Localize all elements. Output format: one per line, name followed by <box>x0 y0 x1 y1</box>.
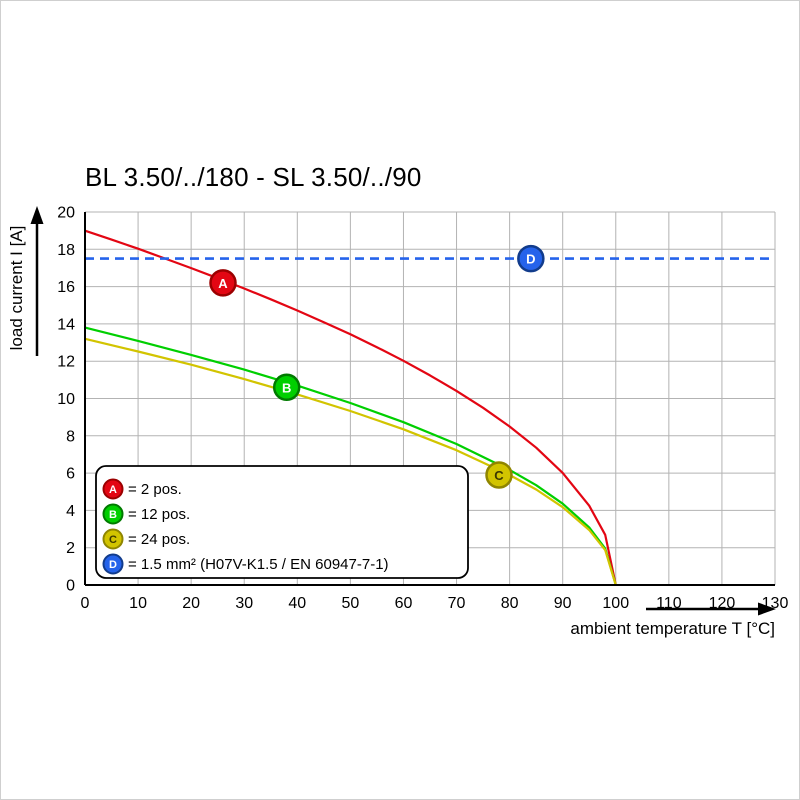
y-tick-label: 6 <box>66 466 75 483</box>
x-tick-label: 90 <box>554 595 572 612</box>
legend-item-label: = 1.5 mm² (H07V-K1.5 / EN 60947-7-1) <box>128 556 389 573</box>
legend-item-label: = 2 pos. <box>128 481 182 498</box>
x-axis-arrow-icon <box>646 602 776 616</box>
legend-marker-C <box>102 528 124 550</box>
marker-A-letter: A <box>218 276 228 291</box>
x-tick-label: 20 <box>182 595 200 612</box>
y-tick-label: 12 <box>57 354 75 371</box>
legend-marker-A <box>102 478 124 500</box>
marker-A <box>209 269 237 297</box>
legend-box: A = 2 pos. B = 12 pos. C = 24 pos. D = 1.5 mm² … <box>95 465 469 579</box>
legend-border <box>95 465 469 579</box>
marker-C-letter: C <box>494 468 504 483</box>
tick-labels: 0 10 20 30 40 50 60 70 80 90 100 110 120 130024681012… <box>57 205 788 613</box>
series-A-curve <box>84 229 617 586</box>
marker-D-letter: D <box>526 252 535 267</box>
legend-item-label: = 24 pos. <box>128 531 190 548</box>
x-axis-label: ambient temperature T [°C] <box>570 619 775 638</box>
legend-marker-B <box>102 503 124 525</box>
x-tick-label: 50 <box>341 595 359 612</box>
legend-marker-letter: C <box>109 534 117 546</box>
legend-marker-letter: D <box>109 559 117 571</box>
x-tick-label: 10 <box>129 595 147 612</box>
series-B-curve <box>84 326 617 586</box>
chart-title: BL 3.50/../180 - SL 3.50/../90 <box>85 162 422 192</box>
y-tick-label: 8 <box>66 428 75 445</box>
y-tick-label: 16 <box>57 279 75 296</box>
x-tick-label: 60 <box>395 595 413 612</box>
y-tick-label: 10 <box>57 391 75 408</box>
marker-B-letter: B <box>282 380 291 395</box>
y-tick-label: 2 <box>66 540 75 557</box>
y-tick-label: 14 <box>57 316 75 333</box>
legend-marker-D <box>102 553 124 575</box>
axes <box>84 212 775 586</box>
y-tick-label: 20 <box>57 205 75 222</box>
marker-B <box>272 373 301 402</box>
x-tick-label: 40 <box>288 595 306 612</box>
x-tick-label: 100 <box>602 595 629 612</box>
y-tick-label: 4 <box>66 503 75 520</box>
legend-marker-letter: A <box>109 484 117 496</box>
legend-marker-letter: B <box>109 509 117 521</box>
x-tick-label: 70 <box>448 595 466 612</box>
x-tick-label: 0 <box>81 595 90 612</box>
y-axis-arrow-icon <box>30 206 44 356</box>
y-tick-label: 18 <box>57 242 75 259</box>
data-curves <box>84 229 775 586</box>
y-axis-label: load current I [A] <box>7 226 26 351</box>
x-tick-label: 80 <box>501 595 519 612</box>
x-tick-label: 30 <box>235 595 253 612</box>
y-tick-label: 0 <box>66 578 75 595</box>
curve-markers: A B C D <box>209 244 545 489</box>
marker-D <box>517 244 545 273</box>
series-C-curve <box>84 337 617 586</box>
marker-C <box>485 461 513 489</box>
legend-item-label: = 12 pos. <box>128 506 190 523</box>
